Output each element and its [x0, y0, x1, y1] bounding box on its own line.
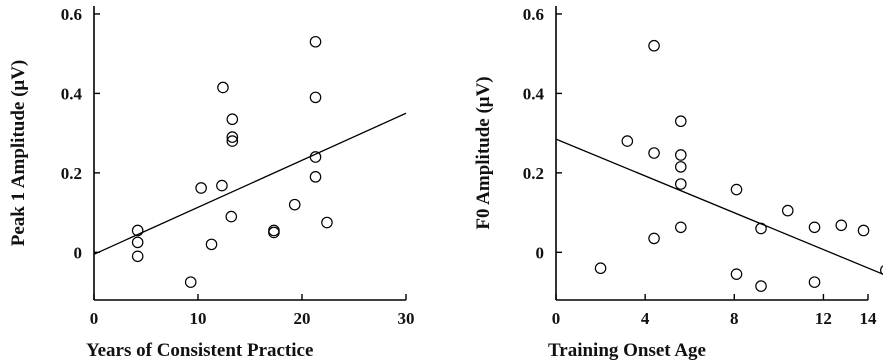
data-point [857, 224, 870, 237]
data-point [309, 171, 322, 183]
data-point [309, 151, 322, 163]
data-point [648, 232, 660, 245]
x-axis-title: Training Onset Age [548, 340, 706, 361]
data-point [321, 216, 333, 229]
data-point [648, 147, 660, 159]
x-tick-label: 0 [552, 309, 561, 328]
data-point [268, 224, 280, 237]
x-tick-label: 10 [190, 309, 207, 328]
x-tick-label: 12 [815, 309, 832, 328]
y-tick-label: 0.2 [61, 164, 82, 183]
data-point [184, 276, 197, 288]
data-point [288, 198, 301, 211]
data-point [781, 204, 794, 217]
x-tick-label: 8 [730, 309, 739, 328]
x-tick-label: 0 [90, 309, 99, 328]
data-point [808, 276, 821, 288]
data-point [131, 236, 144, 249]
data-point [205, 238, 218, 251]
right-scatter-plot: 0 4 8 12 14 0 0.2 0.4 0.6 Training Onset Age F0 Am… [473, 5, 883, 361]
data-point [226, 131, 239, 143]
data-point [131, 250, 144, 263]
data-point [216, 179, 228, 192]
data-point [309, 35, 322, 48]
data-point [755, 222, 767, 235]
data-point [755, 280, 767, 292]
y-tick-label: 0.2 [523, 164, 544, 183]
data-point [880, 265, 883, 276]
data-point [808, 221, 821, 234]
data-point [309, 91, 322, 104]
data-point [621, 135, 634, 147]
y-tick-label: 0.6 [523, 5, 544, 24]
x-tick-label: 30 [398, 309, 415, 328]
data-point [835, 219, 848, 232]
data-point [674, 161, 687, 173]
data-point [195, 182, 207, 194]
y-axis-title: Peak 1 Amplitude (μV) [8, 60, 29, 247]
data-point [226, 135, 239, 147]
data-point [730, 183, 743, 196]
x-tick-label: 20 [294, 309, 311, 328]
data-point [674, 178, 687, 190]
left-scatter-plot: 0 10 20 30 0 0.2 0.4 0.6 Years of Consistent Pra… [8, 5, 415, 361]
data-point [674, 221, 687, 234]
data-point [648, 39, 660, 52]
y-tick-label: 0 [74, 243, 83, 262]
y-tick-label: 0.4 [523, 84, 545, 103]
trend-line [93, 112, 407, 255]
x-axis-title: Years of Consistent Practice [86, 340, 313, 361]
trend-line [555, 138, 883, 275]
data-point [730, 268, 743, 280]
data-point [674, 149, 687, 161]
x-tick-label: 14 [860, 309, 878, 328]
y-tick-label: 0.4 [61, 84, 83, 103]
data-point [131, 224, 144, 237]
data-point [225, 210, 238, 223]
data-point [674, 115, 687, 128]
data-point [226, 113, 239, 126]
data-point [594, 262, 607, 275]
y-axis-title: F0 Amplitude (μV) [473, 76, 494, 229]
data-point [217, 81, 229, 94]
x-tick-label: 4 [641, 309, 650, 328]
y-tick-label: 0 [536, 243, 545, 262]
y-tick-label: 0.6 [61, 5, 82, 24]
